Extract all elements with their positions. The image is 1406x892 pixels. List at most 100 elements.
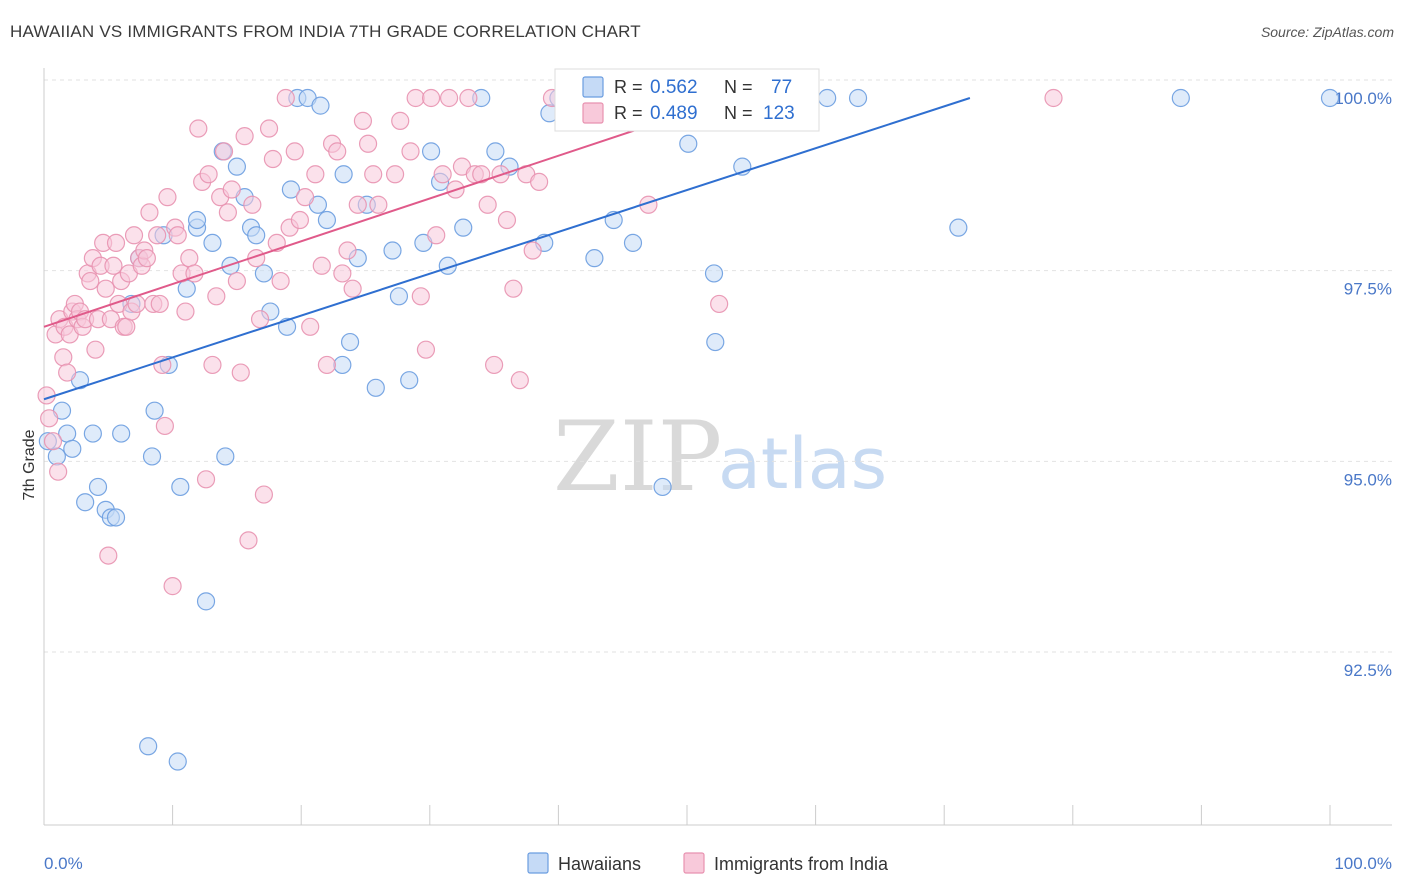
point-hawaiians [818, 88, 837, 108]
y-tick-label: 100.0% [1334, 89, 1392, 108]
point-india [416, 340, 436, 359]
point-india [43, 432, 63, 451]
point-india [168, 226, 187, 245]
point-india [276, 88, 295, 108]
point-india [86, 340, 105, 359]
point-india [285, 142, 304, 161]
point-india [243, 195, 262, 214]
point-hawaiians [389, 287, 409, 306]
source-label: Source: ZipAtlas.com [1260, 24, 1394, 40]
point-hawaiians [196, 592, 216, 611]
point-hawaiians [334, 165, 353, 184]
point-hawaiians [145, 401, 164, 420]
point-india [406, 88, 425, 108]
point-hawaiians [171, 477, 190, 497]
point-india [140, 203, 159, 222]
legend-n-label-hawaiians: N = [724, 77, 753, 97]
point-hawaiians [203, 233, 222, 253]
trend-line-india [43, 97, 733, 328]
point-india [207, 287, 226, 306]
point-india [99, 546, 118, 565]
point-hawaiians [177, 279, 196, 298]
point-hawaiians [139, 737, 158, 756]
point-india [353, 111, 373, 130]
legend-bottom-swatch-india [683, 852, 705, 874]
point-india [710, 294, 729, 314]
point-india [358, 134, 378, 153]
point-india [117, 317, 136, 336]
legend-r-value-india: 0.489 [650, 103, 698, 124]
y-tick-label: 92.5% [1344, 661, 1392, 680]
point-hawaiians [340, 332, 360, 352]
point-india [478, 195, 497, 214]
point-hawaiians [187, 210, 207, 230]
point-india [271, 271, 290, 291]
legend-r-label-hawaiians: R = [614, 77, 643, 97]
point-india [235, 127, 254, 146]
point-india [58, 363, 77, 382]
legend-top: R = 0.562 N = 77 R = 0.489 N = 123 [554, 68, 820, 132]
point-india [203, 355, 222, 375]
point-hawaiians [706, 332, 725, 352]
point-hawaiians [47, 447, 66, 466]
point-india [1044, 88, 1063, 108]
point-india [317, 355, 337, 375]
point-india [385, 165, 405, 184]
point-india [199, 165, 218, 184]
point-india [421, 88, 441, 108]
point-india [530, 172, 549, 191]
point-india [411, 287, 430, 306]
point-india [231, 363, 250, 382]
legend-r-label-india: R = [614, 103, 643, 123]
point-india [218, 203, 237, 222]
point-hawaiians [653, 477, 672, 497]
point-hawaiians [83, 424, 102, 443]
x-tick-right: 100.0% [1334, 854, 1392, 873]
point-india [433, 165, 452, 184]
point-india [150, 294, 169, 314]
point-india [155, 416, 174, 436]
point-india [290, 210, 310, 230]
point-hawaiians [281, 180, 301, 199]
point-india [364, 165, 383, 184]
point-india [485, 355, 504, 375]
point-india [214, 142, 234, 161]
point-hawaiians [142, 447, 162, 466]
legend-bottom-label-india: Immigrants from India [714, 854, 889, 874]
watermark-atlas: atlas [718, 423, 887, 505]
point-india [180, 249, 199, 268]
point-india [250, 310, 270, 329]
point-hawaiians [168, 752, 187, 771]
watermark-zip: ZIP [553, 401, 722, 513]
point-hawaiians [88, 477, 108, 497]
point-india [153, 355, 172, 375]
y-tick-label: 95.0% [1344, 470, 1392, 489]
point-hawaiians [679, 134, 698, 153]
point-india [163, 577, 182, 596]
point-hawaiians [848, 88, 868, 108]
y-tick-label: 97.5% [1344, 280, 1392, 299]
point-india [301, 317, 320, 336]
legend-bottom-swatch-hawaiians [527, 852, 549, 874]
legend-n-value-hawaiians: 77 [771, 77, 792, 98]
point-india [254, 485, 274, 504]
point-india [148, 226, 167, 245]
point-hawaiians [366, 378, 385, 397]
point-india [312, 256, 331, 275]
point-india [104, 256, 123, 275]
point-india [510, 371, 529, 390]
point-hawaiians [247, 226, 266, 245]
point-hawaiians [63, 439, 82, 458]
x-tick-left: 0.0% [44, 854, 83, 873]
point-india [49, 462, 68, 481]
legend-swatch-hawaiians [582, 76, 604, 98]
point-india [459, 88, 478, 108]
point-india [504, 279, 523, 298]
legend-n-value-india: 123 [763, 103, 795, 124]
point-india [497, 210, 517, 230]
point-hawaiians [383, 241, 402, 260]
point-hawaiians [216, 447, 235, 466]
point-hawaiians [112, 424, 131, 443]
point-india [343, 279, 362, 298]
